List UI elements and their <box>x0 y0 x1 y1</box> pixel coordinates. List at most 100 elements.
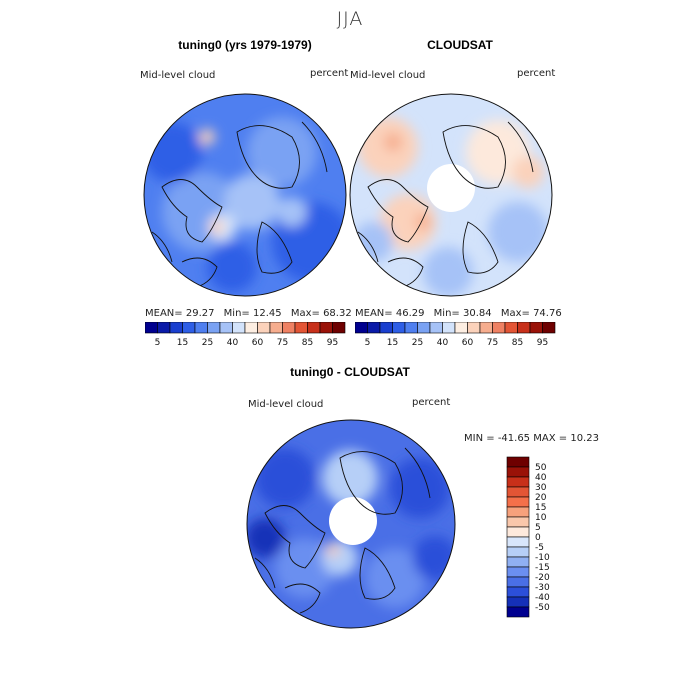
panel1-colorbar-swatch <box>294 322 308 334</box>
panel2-variable: Mid-level cloud <box>350 70 426 81</box>
panel2-units: percent <box>517 68 556 79</box>
panel2-colorbar-tick-label: 85 <box>512 338 523 348</box>
panel1-variable: Mid-level cloud <box>140 70 216 81</box>
panel2-colorbar-swatch <box>355 322 368 334</box>
panel2-title: CLOUDSAT <box>427 38 493 52</box>
diff-colorbar-swatch <box>506 486 530 498</box>
panel2-mean: 46.29 <box>395 308 425 319</box>
panel1-colorbar-tick-label: 85 <box>302 338 313 348</box>
panel2-colorbar-tick-label: 25 <box>412 338 423 348</box>
panel1-title: tuning0 (yrs 1979-1979) <box>178 38 312 52</box>
diff-colorbar-swatch <box>506 496 530 508</box>
diff-colorbar-swatch <box>506 516 530 528</box>
diff-colorbar-swatch <box>506 586 530 598</box>
diff-colorbar-swatch <box>506 556 530 568</box>
diff-colorbar-swatch <box>506 506 530 518</box>
diff-colorbar-swatch <box>506 476 530 488</box>
diff-colorbar-tick-label: 5 <box>535 523 541 533</box>
diff-colorbar-tick-label: 10 <box>535 513 547 523</box>
panel1-colorbar-tick-label: 60 <box>252 338 264 348</box>
panel2-colorbar-tick-label: 5 <box>365 338 371 348</box>
diff-colorbar-tick-label: -50 <box>535 603 550 613</box>
panel2-max: 74.76 <box>533 308 562 319</box>
panel1-colorbar-swatch <box>244 322 258 334</box>
diff-colorbar-tick-label: 15 <box>535 503 546 513</box>
panel2-colorbar-swatch <box>379 322 393 334</box>
diff-colorbar-swatch <box>506 546 530 558</box>
diff-colorbar-tick-label: -40 <box>535 593 550 603</box>
diff-colorbar-tick-label: 40 <box>535 473 547 483</box>
panel2-colorbar-swatch <box>392 322 406 334</box>
diff-max-label: MAX = <box>533 433 568 444</box>
panel2-colorbar-swatch <box>479 322 493 334</box>
panel2-colorbar-tick-label: 60 <box>462 338 474 348</box>
panel1-polar-map <box>143 93 347 297</box>
panel2-max-label: Max= <box>500 308 530 319</box>
panel1-colorbar-swatch <box>194 322 208 334</box>
panel2-colorbar-swatch <box>542 322 556 334</box>
panel2-polar-map <box>349 93 553 297</box>
panel2-colorbar-swatch <box>417 322 431 334</box>
panel1-min: 12.45 <box>252 308 282 319</box>
diff-max: 10.23 <box>570 433 599 444</box>
panel1-colorbar-swatch <box>307 322 321 334</box>
panel2-colorbar-swatch <box>529 322 543 334</box>
season-title: JJA <box>336 8 364 30</box>
panel1-colorbar-swatch <box>232 322 246 334</box>
diff-colorbar-swatch <box>506 566 530 578</box>
diff-min: -41.65 <box>497 433 531 444</box>
panel2-colorbar-swatch <box>517 322 531 334</box>
panel1-colorbar-tick-label: 95 <box>327 338 338 348</box>
panel1-colorbar-swatch <box>219 322 233 334</box>
panel1-colorbar-swatch <box>282 322 296 334</box>
diff-min-label: MIN = <box>464 433 495 444</box>
panel1-min-label: Min= <box>223 308 250 319</box>
diff-colorbar-tick-label: 50 <box>535 463 547 473</box>
diff-variable: Mid-level cloud <box>248 399 324 410</box>
panel2-colorbar-tick-label: 95 <box>537 338 548 348</box>
panel1-colorbar-swatch <box>332 322 346 334</box>
panel1-colorbar-swatch <box>257 322 271 334</box>
panel2-mean-label: MEAN= <box>355 308 393 319</box>
panel1-max-label: Max= <box>290 308 320 319</box>
panel1-colorbar-swatch <box>145 322 158 334</box>
panel1-stats: MEAN= 29.27 Min= 12.45 Max= 68.32 <box>145 308 355 319</box>
panel1-colorbar-tick-label: 25 <box>202 338 213 348</box>
panel1-colorbar-swatch <box>269 322 283 334</box>
diff-colorbar-tick-label: -20 <box>535 573 550 583</box>
diff-minmax: MIN = -41.65 MAX = 10.23 <box>464 433 599 444</box>
panel2-colorbar-swatch <box>454 322 468 334</box>
diff-title: tuning0 - CLOUDSAT <box>290 365 410 379</box>
panel2-colorbar-swatch <box>404 322 418 334</box>
panel1-colorbar-swatch <box>182 322 196 334</box>
panel1-mean: 29.27 <box>185 308 215 319</box>
diff-colorbar-tick-label: -30 <box>535 583 550 593</box>
panel1-colorbar: 5 15 25 40 60 75 85 95 <box>145 322 346 348</box>
panel1-colorbar-tick-label: 15 <box>177 338 188 348</box>
panel1-colorbar-swatch <box>157 322 171 334</box>
panel2-colorbar-swatch <box>492 322 506 334</box>
panel2-colorbar-swatch <box>467 322 481 334</box>
panel1-colorbar-swatch <box>319 322 333 334</box>
panel2-colorbar-tick-label: 75 <box>487 338 498 348</box>
panel2-colorbar-swatch <box>442 322 456 334</box>
panel2-colorbar-swatch <box>429 322 443 334</box>
diff-colorbar-swatch <box>506 456 530 468</box>
panel2-colorbar-swatch <box>367 322 381 334</box>
panel1-colorbar-swatch <box>207 322 221 334</box>
panel2-min-label: Min= <box>433 308 460 319</box>
diff-colorbar-swatch <box>506 536 530 548</box>
panel1-max: 68.32 <box>323 308 352 319</box>
diff-units: percent <box>412 397 451 408</box>
diff-polar-map <box>246 419 456 629</box>
diff-colorbar-tick-label: -15 <box>535 563 550 573</box>
diff-colorbar-swatch <box>506 466 530 478</box>
diff-colorbar-swatch <box>506 606 530 618</box>
diff-colorbar-swatch <box>506 576 530 588</box>
panel1-colorbar-tick-label: 75 <box>277 338 288 348</box>
diff-colorbar-tick-label: 30 <box>535 483 547 493</box>
panel2-min: 30.84 <box>462 308 492 319</box>
diff-colorbar-swatch <box>506 596 530 608</box>
panel2-colorbar: 5 15 25 40 60 75 85 95 <box>355 322 556 348</box>
